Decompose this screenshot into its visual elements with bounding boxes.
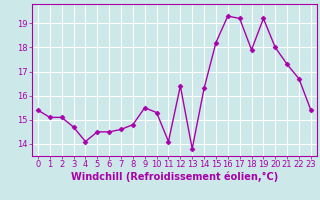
X-axis label: Windchill (Refroidissement éolien,°C): Windchill (Refroidissement éolien,°C) [71,172,278,182]
